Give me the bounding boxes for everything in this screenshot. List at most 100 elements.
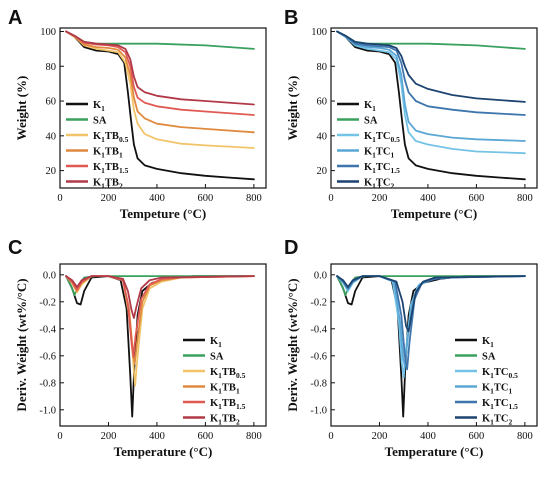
legend-label-k1: K1 [364, 100, 376, 113]
series-group [336, 30, 526, 181]
y-tick-label: -0.8 [310, 378, 327, 389]
x-axis-label: Tempeture (°C) [391, 206, 477, 221]
legend-label-tc15: K1TC1.5 [482, 398, 518, 411]
y-tick-label: -0.2 [39, 297, 56, 308]
legend-label-tc2: K1TC2 [482, 414, 513, 427]
legend-label-tb15: K1TB1.5 [210, 398, 246, 411]
y-tick-label: 80 [317, 62, 328, 73]
y-tick-label: -1.0 [39, 405, 56, 416]
legend-label-tc1: K1TC1 [364, 147, 395, 160]
x-tick-label: 0 [328, 193, 333, 204]
legend-label-tc2: K1TC2 [364, 178, 395, 191]
legend-label-tb1: K1TB1 [93, 147, 123, 160]
y-tick-label: 0.0 [314, 270, 327, 281]
series-line-tc15 [336, 30, 526, 116]
series-line-tb15 [65, 275, 255, 358]
x-tick-label: 600 [469, 193, 485, 204]
x-tick-label: 600 [198, 431, 214, 442]
x-axis-label: Temperature (°C) [114, 444, 213, 459]
legend: K1 SA K1TB0.5 K1TB1 K1TB1.5 K1TB2 [183, 336, 246, 427]
series-line-tc15 [336, 275, 526, 371]
legend: K1 SA K1TB0.5 K1TB1 K1TB1.5 K1TB2 [66, 100, 129, 191]
legend-label-tb05: K1TB0.5 [93, 131, 129, 144]
panel-a: A 0 200 400 600 800 20 40 60 80 100 Tempeture (°C) W… [8, 7, 267, 221]
legend-label-tb2: K1TB2 [93, 178, 123, 191]
legend-label-sa: SA [364, 116, 378, 127]
legend-label-sa: SA [93, 116, 107, 127]
series-line-k1 [336, 275, 526, 418]
legend-label-tb15: K1TB1.5 [93, 162, 129, 175]
series-line-tc2 [336, 275, 526, 333]
series-line-tb05 [65, 30, 255, 149]
y-tick-label: 0.0 [43, 270, 56, 281]
series-line-tc05 [336, 30, 526, 155]
legend-label-tb05: K1TB0.5 [210, 367, 246, 380]
y-tick-label: 100 [40, 27, 56, 38]
y-axis-label: Weight (%) [285, 76, 300, 141]
y-tick-label: -0.2 [310, 297, 327, 308]
legend-label-tc1: K1TC1 [482, 383, 513, 396]
panel-label: A [8, 7, 22, 29]
x-tick-label: 600 [469, 431, 485, 442]
plot-frame [330, 263, 538, 427]
y-tick-label: 80 [46, 62, 57, 73]
series-line-tb1 [65, 30, 255, 134]
x-tick-label: 200 [372, 193, 388, 204]
y-tick-label: -0.4 [310, 324, 327, 335]
x-axis-label: Tempeture (°C) [120, 206, 206, 221]
panel-c: C 0 200 400 600 800 0.0 -0.2 -0.4 -0.6 -0.8 -1.0 Tem… [8, 237, 267, 459]
series-group [65, 275, 255, 418]
x-tick-label: 200 [101, 431, 117, 442]
x-tick-label: 200 [372, 431, 388, 442]
series-line-k1 [65, 30, 255, 181]
panel-label: C [8, 237, 22, 259]
legend-label-tb1: K1TB1 [210, 383, 240, 396]
panel-label: B [284, 7, 298, 29]
x-tick-label: 0 [57, 193, 62, 204]
series-line-tb1 [65, 275, 255, 365]
x-tick-label: 0 [328, 431, 333, 442]
y-tick-label: -0.8 [39, 378, 56, 389]
panel-label: D [284, 237, 298, 259]
y-tick-label: 40 [46, 131, 57, 142]
y-tick-label: 40 [317, 131, 328, 142]
legend-label-tc15: K1TC1.5 [364, 162, 400, 175]
plot-frame [59, 263, 267, 427]
series-line-k1 [336, 30, 526, 181]
x-tick-label: 400 [420, 193, 436, 204]
x-tick-label: 400 [149, 431, 165, 442]
series-line-tb2 [65, 275, 255, 319]
y-tick-label: 20 [317, 166, 328, 177]
y-tick-label: -0.6 [310, 351, 327, 362]
series-line-tc2 [336, 30, 526, 103]
legend-label-sa: SA [482, 352, 496, 363]
series-line-tc1 [336, 30, 526, 142]
legend-label-tb2: K1TB2 [210, 414, 240, 427]
y-axis-label: Deriv. Weight (wt%/°C) [14, 278, 29, 411]
legend-label-tc05: K1TC0.5 [364, 131, 400, 144]
series-line-tc05 [336, 275, 526, 379]
series-line-k1 [65, 275, 255, 418]
y-axis-label: Deriv. Weight (wt%/°C) [285, 278, 300, 411]
legend-label-sa: SA [210, 352, 224, 363]
legend: K1 SA K1TC0.5 K1TC1 K1TC1.5 K1TC2 [455, 336, 518, 427]
x-tick-label: 800 [517, 431, 533, 442]
y-tick-label: 60 [317, 97, 328, 108]
panel-d: D 0 200 400 600 800 0.0 -0.2 -0.4 -0.6 -0.8 -1.0 Tem… [284, 237, 538, 459]
plot-frame [59, 27, 267, 189]
legend-label-tc05: K1TC0.5 [482, 367, 518, 380]
legend-label-k1: K1 [210, 336, 222, 349]
y-axis-label: Weight (%) [14, 76, 29, 141]
y-tick-label: 100 [311, 27, 327, 38]
x-tick-label: 800 [517, 193, 533, 204]
x-axis-label: Temperature (°C) [385, 444, 484, 459]
x-tick-label: 0 [57, 431, 62, 442]
legend: K1 SA K1TC0.5 K1TC1 K1TC1.5 K1TC2 [337, 100, 400, 191]
plot-frame [330, 27, 538, 189]
x-tick-label: 400 [149, 193, 165, 204]
x-tick-label: 800 [246, 193, 262, 204]
legend-label-k1: K1 [93, 100, 105, 113]
y-tick-label: -1.0 [310, 405, 327, 416]
x-tick-label: 200 [101, 193, 117, 204]
